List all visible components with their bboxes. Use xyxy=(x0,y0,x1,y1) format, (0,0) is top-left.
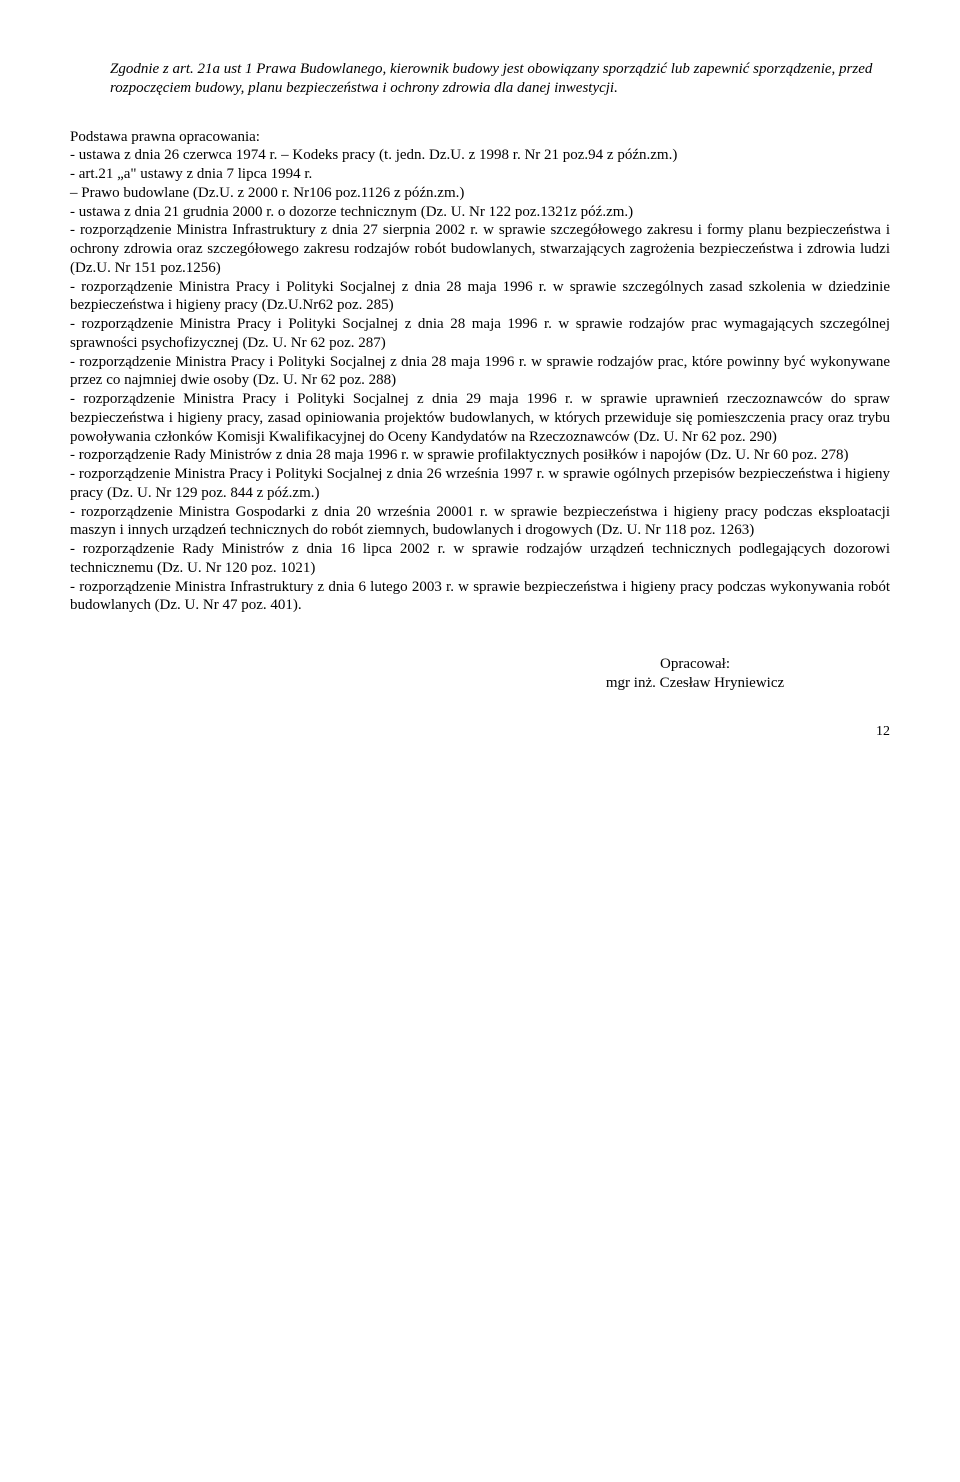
body-line: - rozporządzenie Ministra Pracy i Polity… xyxy=(70,315,890,353)
body-line: - art.21 „a" ustawy z dnia 7 lipca 1994 … xyxy=(70,165,890,184)
body-line: - rozporządzenie Ministra Pracy i Polity… xyxy=(70,278,890,316)
body-line: - rozporządzenie Ministra Infrastruktury… xyxy=(70,578,890,616)
body-line: - ustawa z dnia 21 grudnia 2000 r. o doz… xyxy=(70,203,890,222)
intro-text: Zgodnie z art. 21a ust 1 Prawa Budowlane… xyxy=(110,61,872,96)
body-line: - ustawa z dnia 26 czerwca 1974 r. – Kod… xyxy=(70,146,890,165)
body-line: - rozporządzenie Rady Ministrów z dnia 2… xyxy=(70,446,890,465)
body-line: – Prawo budowlane (Dz.U. z 2000 r. Nr106… xyxy=(70,184,890,203)
body-line: - rozporządzenie Ministra Pracy i Polity… xyxy=(70,353,890,391)
signature-block: Opracował: mgr inż. Czesław Hryniewicz xyxy=(500,655,890,693)
intro-paragraph: Zgodnie z art. 21a ust 1 Prawa Budowlane… xyxy=(70,60,890,98)
signature-name: mgr inż. Czesław Hryniewicz xyxy=(500,674,890,693)
signature-role: Opracował: xyxy=(500,655,890,674)
body-line: - rozporządzenie Ministra Pracy i Polity… xyxy=(70,465,890,503)
body-line: Podstawa prawna opracowania: xyxy=(70,128,890,147)
body-line: - rozporządzenie Ministra Pracy i Polity… xyxy=(70,390,890,446)
page-number: 12 xyxy=(70,723,890,741)
body-line: - rozporządzenie Rady Ministrów z dnia 1… xyxy=(70,540,890,578)
legal-basis-body: Podstawa prawna opracowania: - ustawa z … xyxy=(70,128,890,616)
body-line: - rozporządzenie Ministra Infrastruktury… xyxy=(70,221,890,277)
body-line: - rozporządzenie Ministra Gospodarki z d… xyxy=(70,503,890,541)
